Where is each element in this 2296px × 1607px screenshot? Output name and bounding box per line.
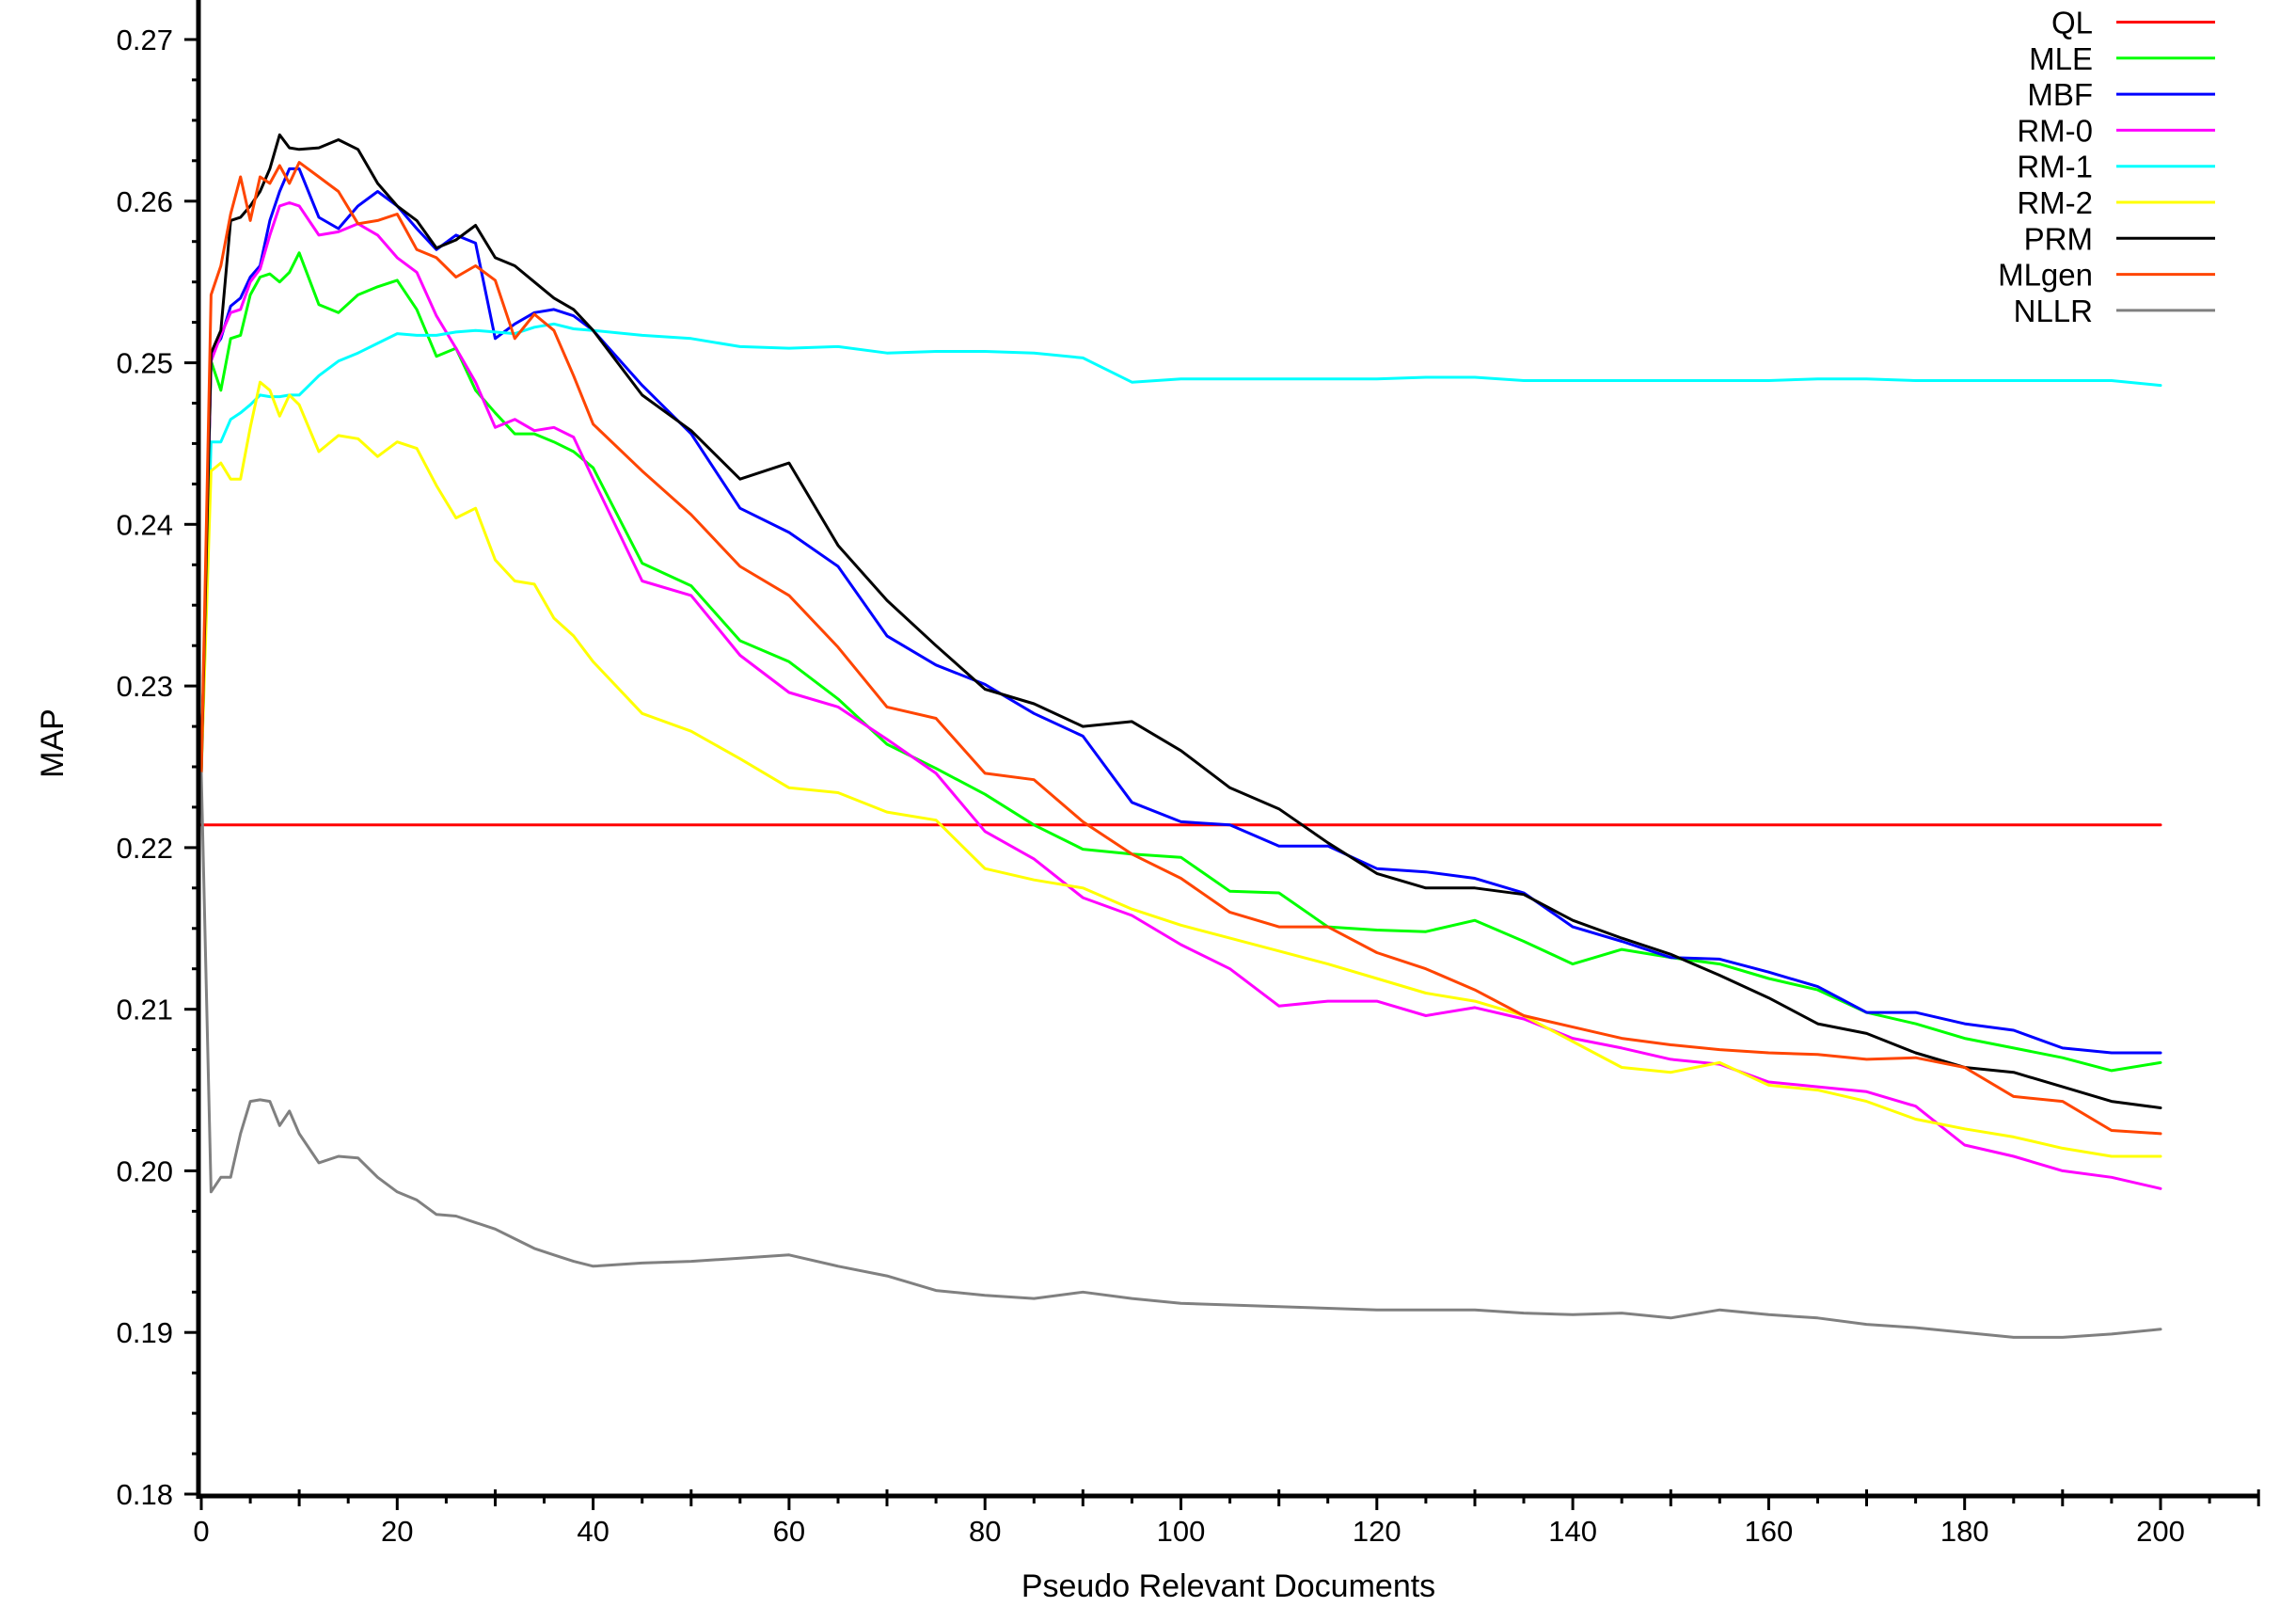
y-tick-label: 0.22: [117, 832, 173, 865]
x-tick-label: 20: [381, 1515, 413, 1548]
y-tick-label: 0.20: [117, 1154, 173, 1187]
x-tick-label: 120: [1353, 1515, 1401, 1548]
x-tick-label: 160: [1745, 1515, 1794, 1548]
legend-label-MLgen: MLgen: [1998, 258, 2093, 293]
series-line-RM-0: [199, 201, 2162, 1190]
legend-label-MLE: MLE: [2029, 41, 2093, 76]
legend-entry-RM-2: RM-2: [2017, 185, 2215, 220]
x-tick-label: 80: [969, 1515, 1001, 1548]
legend-label-RM-2: RM-2: [2017, 185, 2093, 220]
y-tick-label: 0.23: [117, 670, 173, 703]
legend-entry-RM-0: RM-0: [2017, 113, 2215, 148]
legend-entry-QL: QL: [2051, 6, 2215, 40]
legend-label-RM-1: RM-1: [2017, 150, 2093, 184]
x-tick-label: 60: [773, 1515, 805, 1548]
series-line-MLgen: [199, 161, 2162, 1136]
legend-label-NLLR: NLLR: [2014, 294, 2093, 328]
series-line-PRM: [199, 133, 2162, 1109]
y-tick-label: 0.25: [117, 347, 173, 380]
y-tick-label: 0.21: [117, 994, 173, 1026]
legend-entry-MLE: MLE: [2029, 41, 2215, 76]
series-line-RM-1: [199, 322, 2162, 775]
series-line-MBF: [199, 167, 2162, 1055]
x-tick-label: 0: [193, 1515, 209, 1548]
series-line-RM-2: [199, 380, 2162, 1158]
legend-label-PRM: PRM: [2024, 221, 2093, 256]
x-tick-label: 180: [1940, 1515, 1989, 1548]
x-tick-label: 140: [1548, 1515, 1597, 1548]
y-axis-title: MAP: [35, 708, 71, 778]
axes: 0.18 0.19 0.20 0.21 0.22 0.23 0.24 0.25 0.26 0.27…: [117, 0, 2260, 1548]
legend-entry-MLgen: MLgen: [1998, 258, 2215, 293]
y-tick-label: 0.27: [117, 24, 173, 56]
legend-entry-MBF: MBF: [2027, 77, 2215, 112]
x-axis-title: Pseudo Relevant Documents: [1021, 1568, 1435, 1604]
legend-entry-PRM: PRM: [2024, 221, 2215, 256]
series-line-NLLR: [199, 772, 2162, 1339]
legend-entry-NLLR: NLLR: [2014, 294, 2215, 328]
x-tick-label: 200: [2136, 1515, 2185, 1548]
y-tick-label: 0.19: [117, 1316, 173, 1349]
y-tick-label: 0.24: [117, 508, 173, 541]
legend-label-RM-0: RM-0: [2017, 113, 2093, 148]
legend-label-QL: QL: [2051, 6, 2093, 40]
x-tick-label: 40: [577, 1515, 609, 1548]
plot-series: [199, 133, 2162, 1339]
y-tick-label: 0.18: [117, 1478, 173, 1511]
x-tick-label: 100: [1157, 1515, 1206, 1548]
y-tick-label: 0.26: [117, 185, 173, 218]
series-line-MLE: [199, 251, 2162, 1073]
legend-entry-RM-1: RM-1: [2017, 150, 2215, 184]
legend-label-MBF: MBF: [2027, 77, 2093, 112]
